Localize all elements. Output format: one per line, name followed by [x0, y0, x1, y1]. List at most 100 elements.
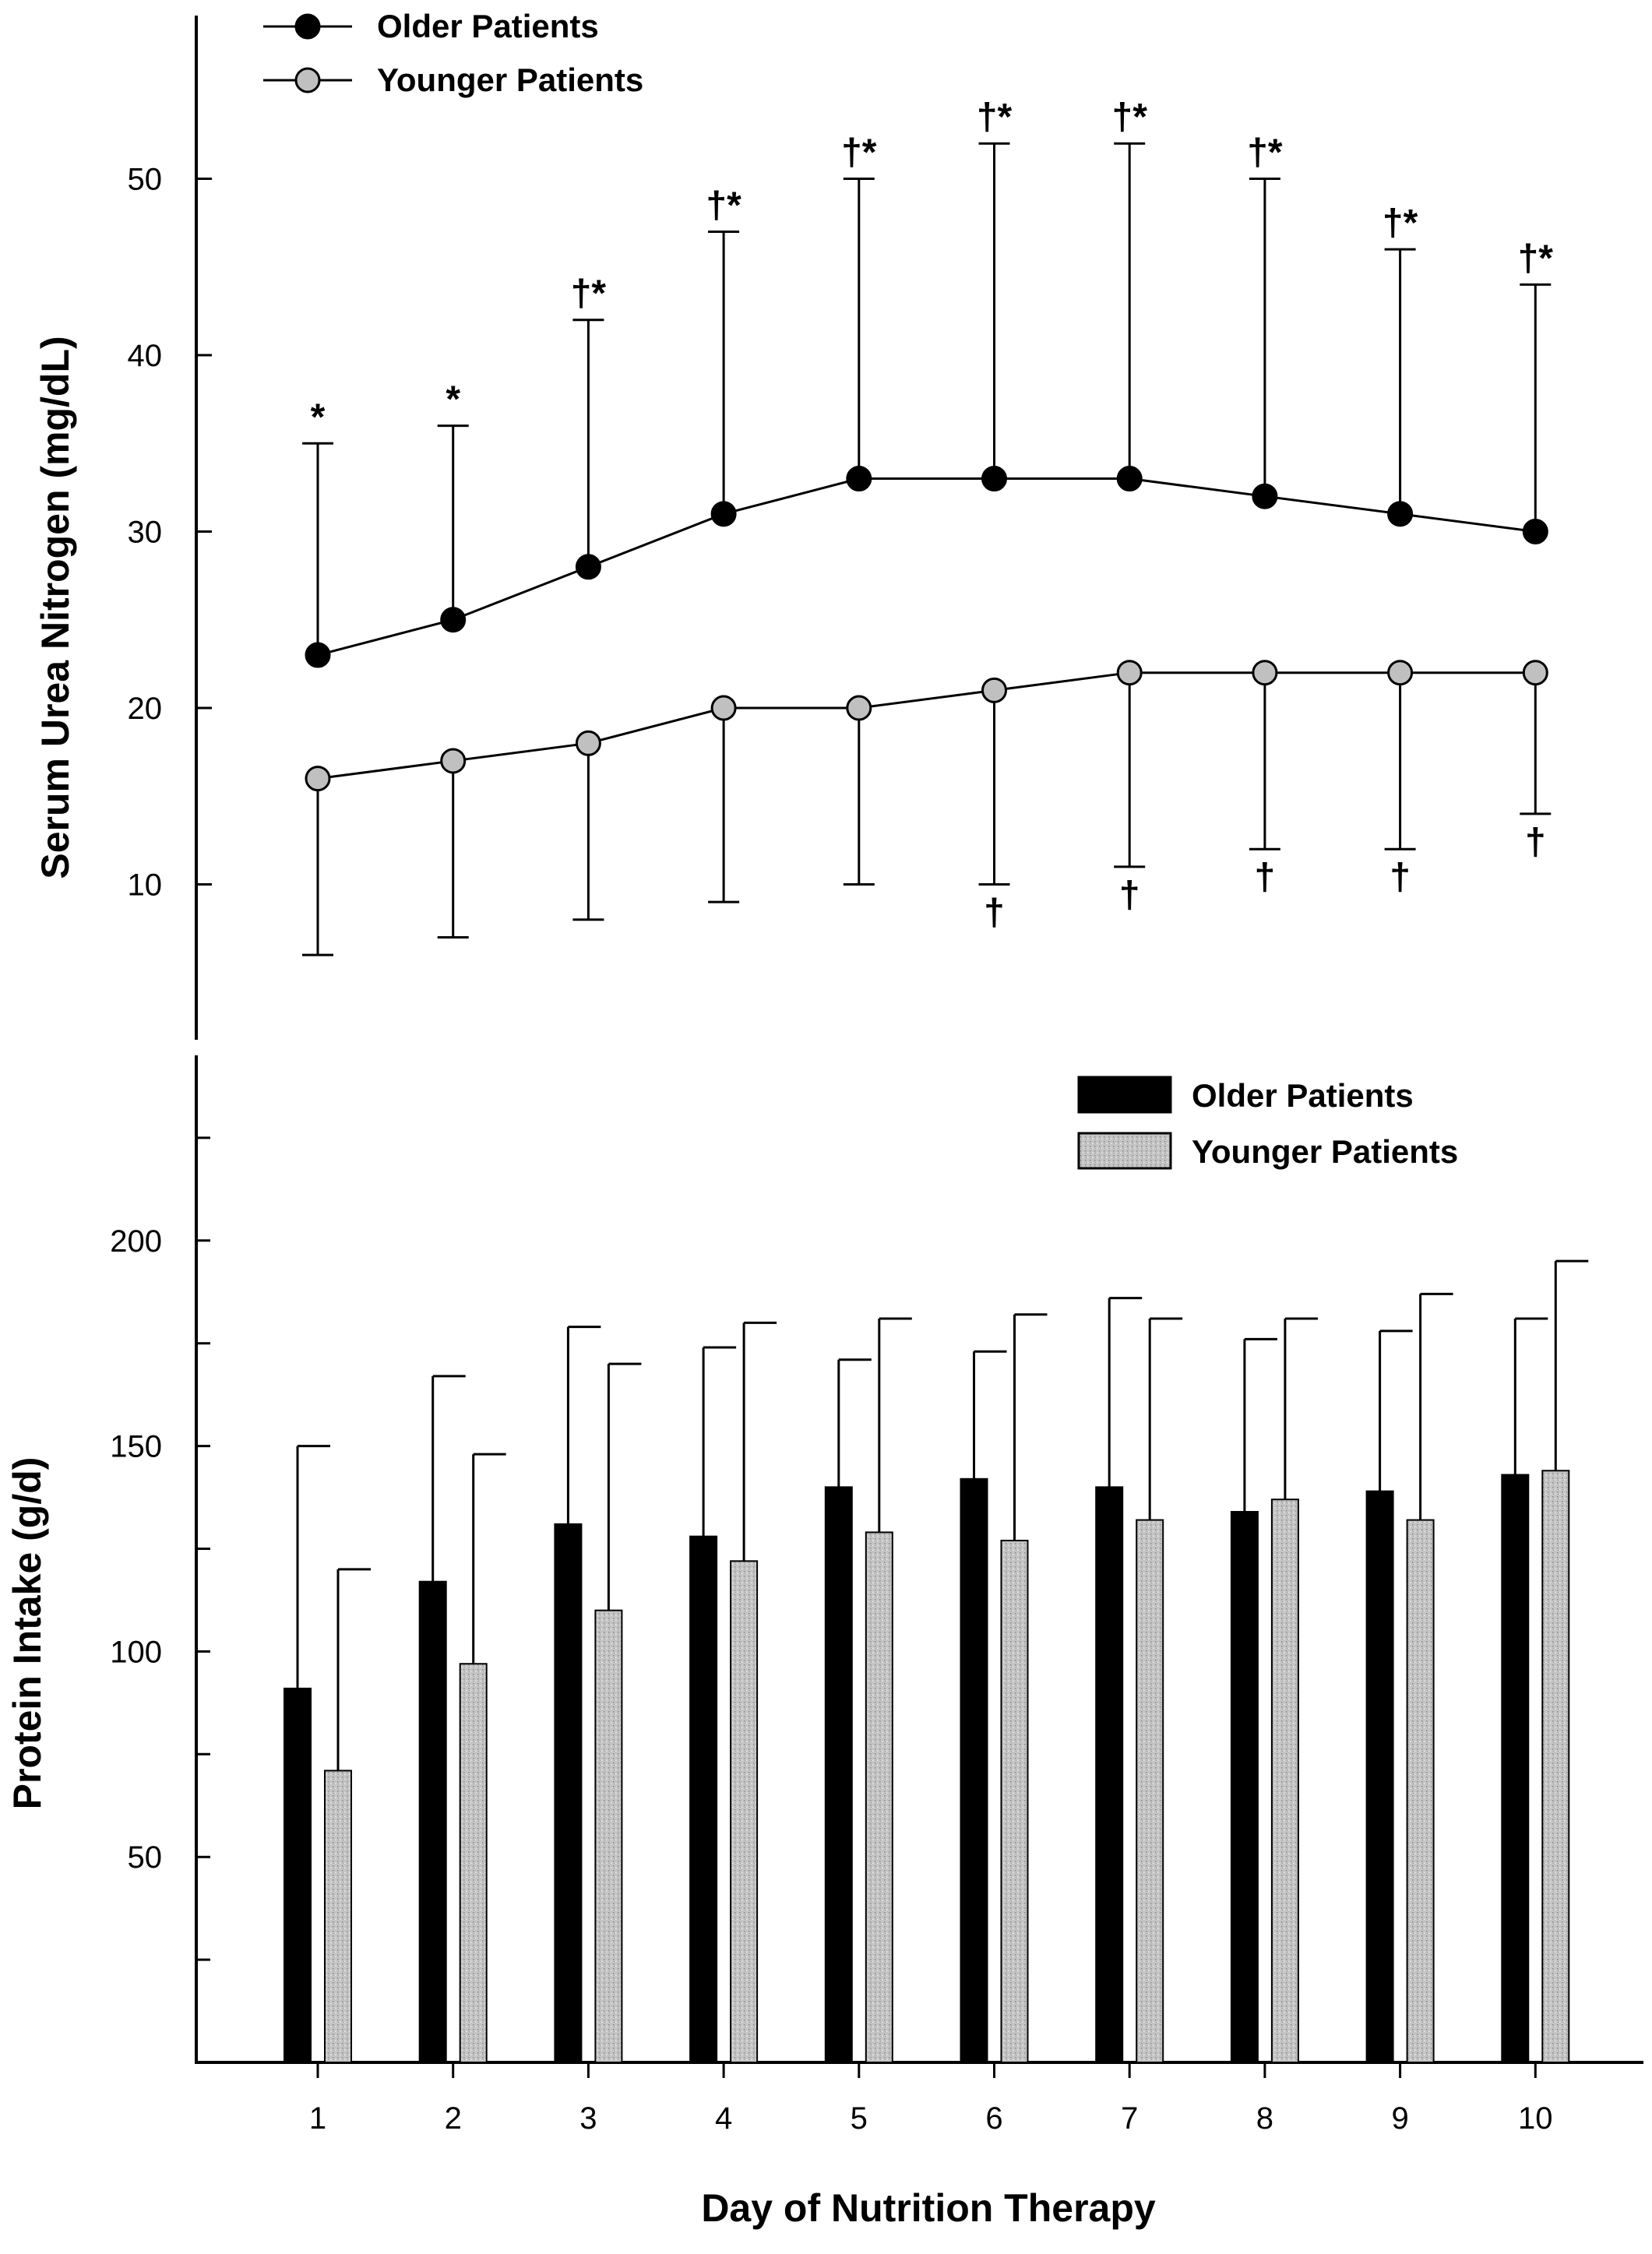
- top-legend-item-older: Older Patients: [263, 8, 599, 44]
- x-axis-title: Day of Nutrition Therapy: [701, 2186, 1156, 2230]
- x-tick-label: 3: [579, 2101, 597, 2136]
- top-legend-item-younger: Younger Patients: [263, 62, 643, 98]
- top-y-tick-label: 30: [128, 516, 163, 550]
- younger-data-point: [846, 695, 872, 721]
- top-y-ticks: 10 20 30 40 50: [128, 163, 212, 903]
- top-data-points: [305, 466, 1548, 792]
- younger-bar: [1406, 1519, 1435, 2063]
- legend-label-older: Older Patients: [377, 8, 599, 44]
- younger-data-point: [1116, 660, 1143, 686]
- bottom-y-ticks: 50 100 150 200: [110, 1136, 210, 1961]
- bottom-legend-item-younger: Younger Patients: [1077, 1132, 1458, 1170]
- older-bar: [1365, 1490, 1394, 2063]
- older-data-point: [846, 466, 872, 492]
- bottom-legend: Older Patients Younger Patients: [1077, 1076, 1458, 1170]
- younger-data-point: [1387, 660, 1414, 686]
- older-data-point: [575, 554, 601, 580]
- older-bar: [1095, 1486, 1124, 2063]
- older-bar: [960, 1477, 988, 2063]
- older-bar: [824, 1486, 853, 2063]
- younger-data-point: [440, 748, 467, 774]
- older-data-point: [1387, 501, 1414, 527]
- bottom-legend-item-older: Older Patients: [1077, 1076, 1414, 1114]
- sun-line-chart: 10 20 30 40 50 Serum Urea Nitrogen (mg/dL) *…: [33, 8, 1553, 1040]
- younger-bar: [865, 1531, 893, 2063]
- older-significance-marker: †*: [706, 185, 741, 226]
- legend-swatch-older: [1077, 1076, 1172, 1114]
- older-significance-marker: †*: [841, 132, 877, 174]
- top-significance-markers: * * †* †* †* †* †* †* †* †* † † † † †: [311, 97, 1554, 933]
- x-tick-label: 6: [985, 2101, 1002, 2136]
- younger-significance-marker: †: [984, 893, 1005, 934]
- older-bar: [418, 1580, 447, 2063]
- x-tick-label: 1: [309, 2101, 326, 2136]
- top-legend: Older Patients Younger Patients: [263, 8, 643, 98]
- older-significance-marker: †*: [571, 273, 607, 315]
- older-data-point: [1252, 483, 1278, 509]
- x-tick-label: 8: [1256, 2101, 1273, 2136]
- older-bar: [1230, 1511, 1259, 2063]
- older-bar: [284, 1687, 312, 2064]
- older-data-point: [1116, 466, 1143, 492]
- younger-data-point: [981, 677, 1007, 703]
- younger-data-point: [1522, 660, 1548, 686]
- younger-significance-marker: †: [1119, 875, 1140, 916]
- older-bar: [554, 1523, 583, 2063]
- bottom-y-tick-label: 50: [128, 1840, 163, 1875]
- younger-bar: [1136, 1519, 1164, 2063]
- younger-bar: [730, 1560, 759, 2063]
- older-data-point: [305, 642, 331, 668]
- older-significance-marker: †*: [1518, 238, 1554, 279]
- older-significance-marker: †*: [1383, 203, 1418, 244]
- younger-bar: [594, 1609, 623, 2063]
- bottom-y-tick-label: 100: [110, 1635, 162, 1669]
- legend-label-older-bars: Older Patients: [1192, 1077, 1414, 1114]
- bottom-y-tick-label: 150: [110, 1430, 162, 1464]
- younger-bar: [459, 1663, 488, 2064]
- younger-data-point: [1252, 660, 1278, 686]
- younger-data-point: [575, 730, 601, 756]
- top-y-tick-label: 50: [128, 163, 163, 197]
- older-data-point: [440, 607, 467, 633]
- top-error-bars: [302, 142, 1552, 956]
- legend-marker-younger: [294, 67, 321, 93]
- top-y-tick-label: 10: [128, 868, 163, 903]
- younger-significance-marker: †: [1390, 857, 1411, 898]
- younger-data-point: [305, 766, 331, 792]
- younger-bar: [1541, 1470, 1570, 2063]
- older-data-point: [1522, 519, 1548, 544]
- bottom-bars: [284, 1470, 1570, 2064]
- top-series-lines: [317, 477, 1536, 780]
- younger-bar: [1270, 1499, 1299, 2063]
- x-tick-label: 9: [1391, 2101, 1408, 2136]
- younger-significance-marker: †: [1525, 822, 1546, 863]
- x-tick-label: 10: [1518, 2101, 1553, 2136]
- x-tick-label: 2: [445, 2101, 462, 2136]
- x-tick-label: 5: [851, 2101, 868, 2136]
- older-significance-marker: †*: [1247, 132, 1283, 174]
- older-significance-marker: *: [311, 396, 326, 438]
- x-tick-label: 4: [715, 2101, 732, 2136]
- legend-marker-older: [294, 13, 321, 40]
- x-tick-label: 7: [1121, 2101, 1138, 2136]
- younger-bar: [1000, 1539, 1029, 2063]
- legend-label-younger-bars: Younger Patients: [1192, 1133, 1458, 1170]
- older-bar: [689, 1535, 718, 2063]
- bottom-error-bars: [296, 1259, 1589, 1771]
- older-data-point: [981, 466, 1007, 492]
- top-y-axis-title: Serum Urea Nitrogen (mg/dL): [33, 336, 77, 879]
- top-y-tick-label: 40: [128, 339, 163, 373]
- younger-data-point: [710, 695, 737, 721]
- legend-label-younger: Younger Patients: [377, 62, 643, 98]
- older-bar: [1501, 1474, 1530, 2063]
- older-series-line: [317, 477, 1536, 657]
- younger-significance-marker: †: [1255, 857, 1276, 898]
- older-significance-marker: †*: [977, 97, 1013, 138]
- bottom-y-tick-label: 200: [110, 1224, 162, 1259]
- legend-swatch-younger: [1077, 1132, 1172, 1170]
- protein-bar-chart: 50 100 150 200 1 2 3 4 5 6 7 8 9 10 Protein Intake (…: [5, 1055, 1643, 2230]
- younger-series-line: [317, 671, 1536, 780]
- older-data-point: [710, 501, 737, 527]
- older-significance-marker: *: [446, 379, 460, 421]
